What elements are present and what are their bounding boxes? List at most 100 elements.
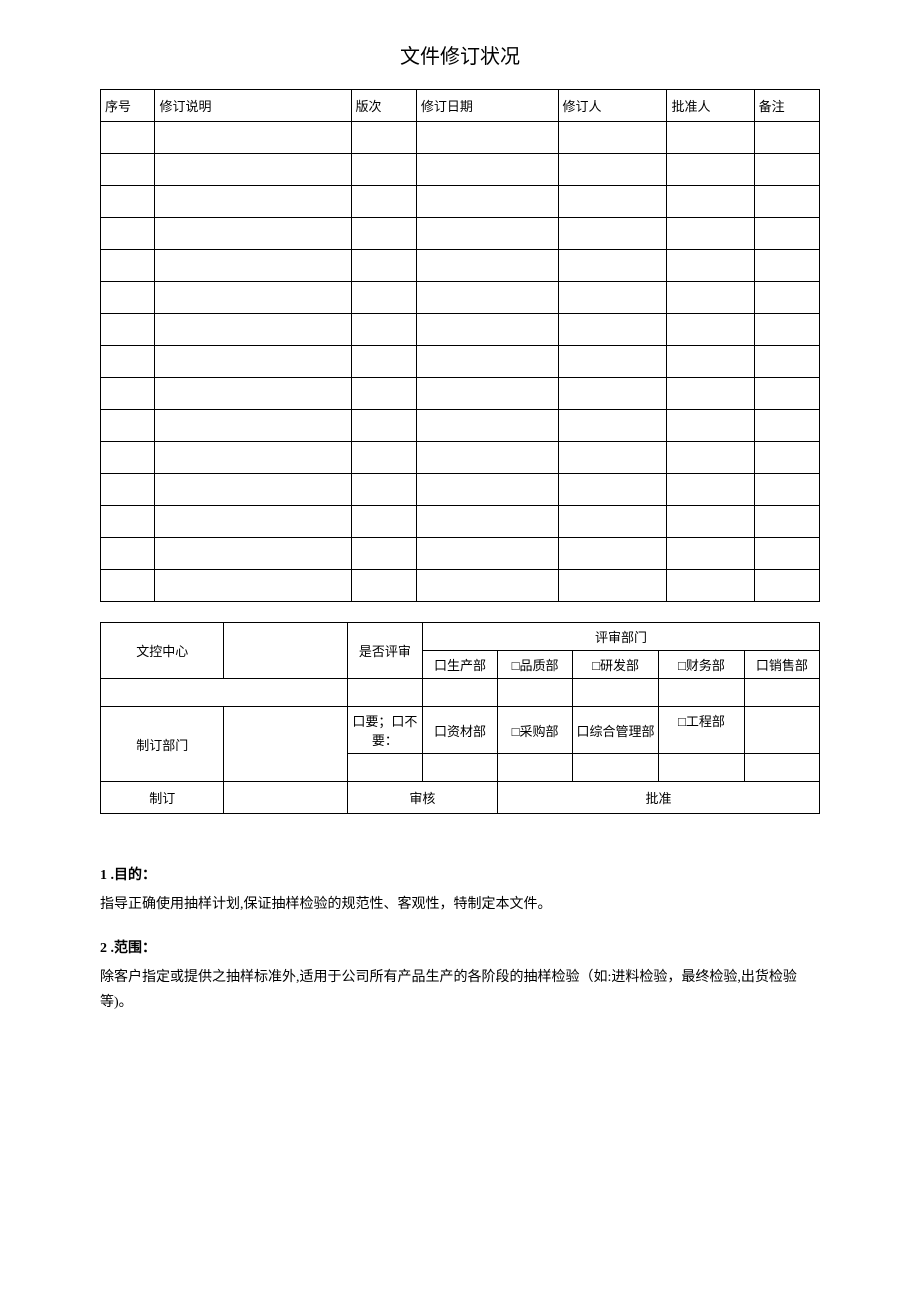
table-cell bbox=[101, 378, 155, 410]
table-row bbox=[101, 378, 820, 410]
table-cell bbox=[155, 282, 351, 314]
col-desc: 修订说明 bbox=[155, 90, 351, 122]
table-cell bbox=[416, 314, 558, 346]
table-row bbox=[101, 218, 820, 250]
section-2-text: 除客户指定或提供之抽样标准外,适用于公司所有产品生产的各阶段的抽样检验（如:进料… bbox=[100, 965, 820, 1015]
table-cell bbox=[101, 154, 155, 186]
table-cell bbox=[351, 122, 416, 154]
drafting-blank bbox=[224, 707, 347, 782]
dept-production: 口生产部 bbox=[422, 651, 497, 679]
table-cell bbox=[155, 346, 351, 378]
section-1-title: 目的： bbox=[114, 868, 156, 883]
table-cell bbox=[558, 570, 667, 602]
table-cell bbox=[155, 442, 351, 474]
table-cell bbox=[754, 154, 819, 186]
review-row-2a: 制订部门 口要；口不要： 口资材部 □采购部 口综合管理部 □工程部 bbox=[101, 707, 820, 754]
table-cell bbox=[667, 218, 754, 250]
table-cell bbox=[416, 346, 558, 378]
page-title: 文件修订状况 bbox=[100, 40, 820, 69]
table-cell bbox=[351, 506, 416, 538]
blank-c3 bbox=[498, 679, 573, 707]
table-cell bbox=[155, 250, 351, 282]
table-cell bbox=[754, 538, 819, 570]
table-cell bbox=[416, 410, 558, 442]
table-cell bbox=[416, 122, 558, 154]
table-cell bbox=[558, 218, 667, 250]
revision-body bbox=[101, 122, 820, 602]
blank-d6 bbox=[744, 754, 819, 782]
table-cell bbox=[754, 378, 819, 410]
table-cell bbox=[351, 410, 416, 442]
table-cell bbox=[416, 538, 558, 570]
table-cell bbox=[101, 506, 155, 538]
table-cell bbox=[754, 474, 819, 506]
col-approver: 批准人 bbox=[667, 90, 754, 122]
table-row bbox=[101, 122, 820, 154]
section-1-number: 1 . bbox=[100, 868, 114, 883]
draft-label: 制订 bbox=[101, 782, 224, 814]
table-cell bbox=[351, 570, 416, 602]
table-cell bbox=[416, 218, 558, 250]
blank-d1 bbox=[347, 754, 422, 782]
table-cell bbox=[754, 442, 819, 474]
table-cell bbox=[351, 186, 416, 218]
table-row bbox=[101, 314, 820, 346]
blank-d5 bbox=[658, 754, 744, 782]
table-cell bbox=[754, 506, 819, 538]
table-cell bbox=[754, 410, 819, 442]
table-cell bbox=[155, 474, 351, 506]
table-cell bbox=[667, 506, 754, 538]
table-cell bbox=[558, 410, 667, 442]
table-cell bbox=[667, 314, 754, 346]
table-cell bbox=[754, 570, 819, 602]
table-cell bbox=[351, 346, 416, 378]
table-cell bbox=[667, 186, 754, 218]
revision-table: 序号 修订说明 版次 修订日期 修订人 批准人 备注 bbox=[100, 89, 820, 602]
table-cell bbox=[155, 538, 351, 570]
table-cell bbox=[101, 282, 155, 314]
table-cell bbox=[558, 346, 667, 378]
section-2-number: 2 . bbox=[100, 941, 114, 956]
dept-quality: □品质部 bbox=[498, 651, 573, 679]
table-cell bbox=[754, 314, 819, 346]
is-review-label: 是否评审 bbox=[347, 623, 422, 679]
table-row bbox=[101, 250, 820, 282]
table-cell bbox=[558, 378, 667, 410]
table-cell bbox=[754, 346, 819, 378]
table-cell bbox=[558, 506, 667, 538]
table-cell bbox=[101, 570, 155, 602]
table-cell bbox=[416, 506, 558, 538]
table-cell bbox=[667, 250, 754, 282]
table-cell bbox=[351, 218, 416, 250]
table-cell bbox=[351, 442, 416, 474]
table-cell bbox=[416, 378, 558, 410]
doc-control-blank bbox=[224, 623, 347, 679]
table-cell bbox=[667, 346, 754, 378]
revision-header-row: 序号 修订说明 版次 修订日期 修订人 批准人 备注 bbox=[101, 90, 820, 122]
col-version: 版次 bbox=[351, 90, 416, 122]
table-cell bbox=[101, 474, 155, 506]
col-reviser: 修订人 bbox=[558, 90, 667, 122]
require-label: 口要；口不要： bbox=[347, 707, 422, 754]
dept-finance: □财务部 bbox=[658, 651, 744, 679]
blank-c1 bbox=[347, 679, 422, 707]
col-seq: 序号 bbox=[101, 90, 155, 122]
blank-c5 bbox=[658, 679, 744, 707]
table-cell bbox=[558, 154, 667, 186]
table-cell bbox=[101, 186, 155, 218]
table-cell bbox=[558, 474, 667, 506]
table-cell bbox=[351, 538, 416, 570]
table-cell bbox=[155, 314, 351, 346]
section-1-text: 指导正确使用抽样计划,保证抽样检验的规范性、客观性，特制定本文件。 bbox=[100, 892, 820, 917]
table-cell bbox=[754, 122, 819, 154]
dept-purchase: □采购部 bbox=[498, 707, 573, 754]
table-cell bbox=[101, 346, 155, 378]
table-cell bbox=[667, 282, 754, 314]
table-cell bbox=[155, 122, 351, 154]
table-cell bbox=[558, 442, 667, 474]
table-cell bbox=[351, 154, 416, 186]
dept-rd: □研发部 bbox=[573, 651, 659, 679]
blank-c6 bbox=[744, 679, 819, 707]
table-cell bbox=[667, 442, 754, 474]
table-cell bbox=[667, 122, 754, 154]
